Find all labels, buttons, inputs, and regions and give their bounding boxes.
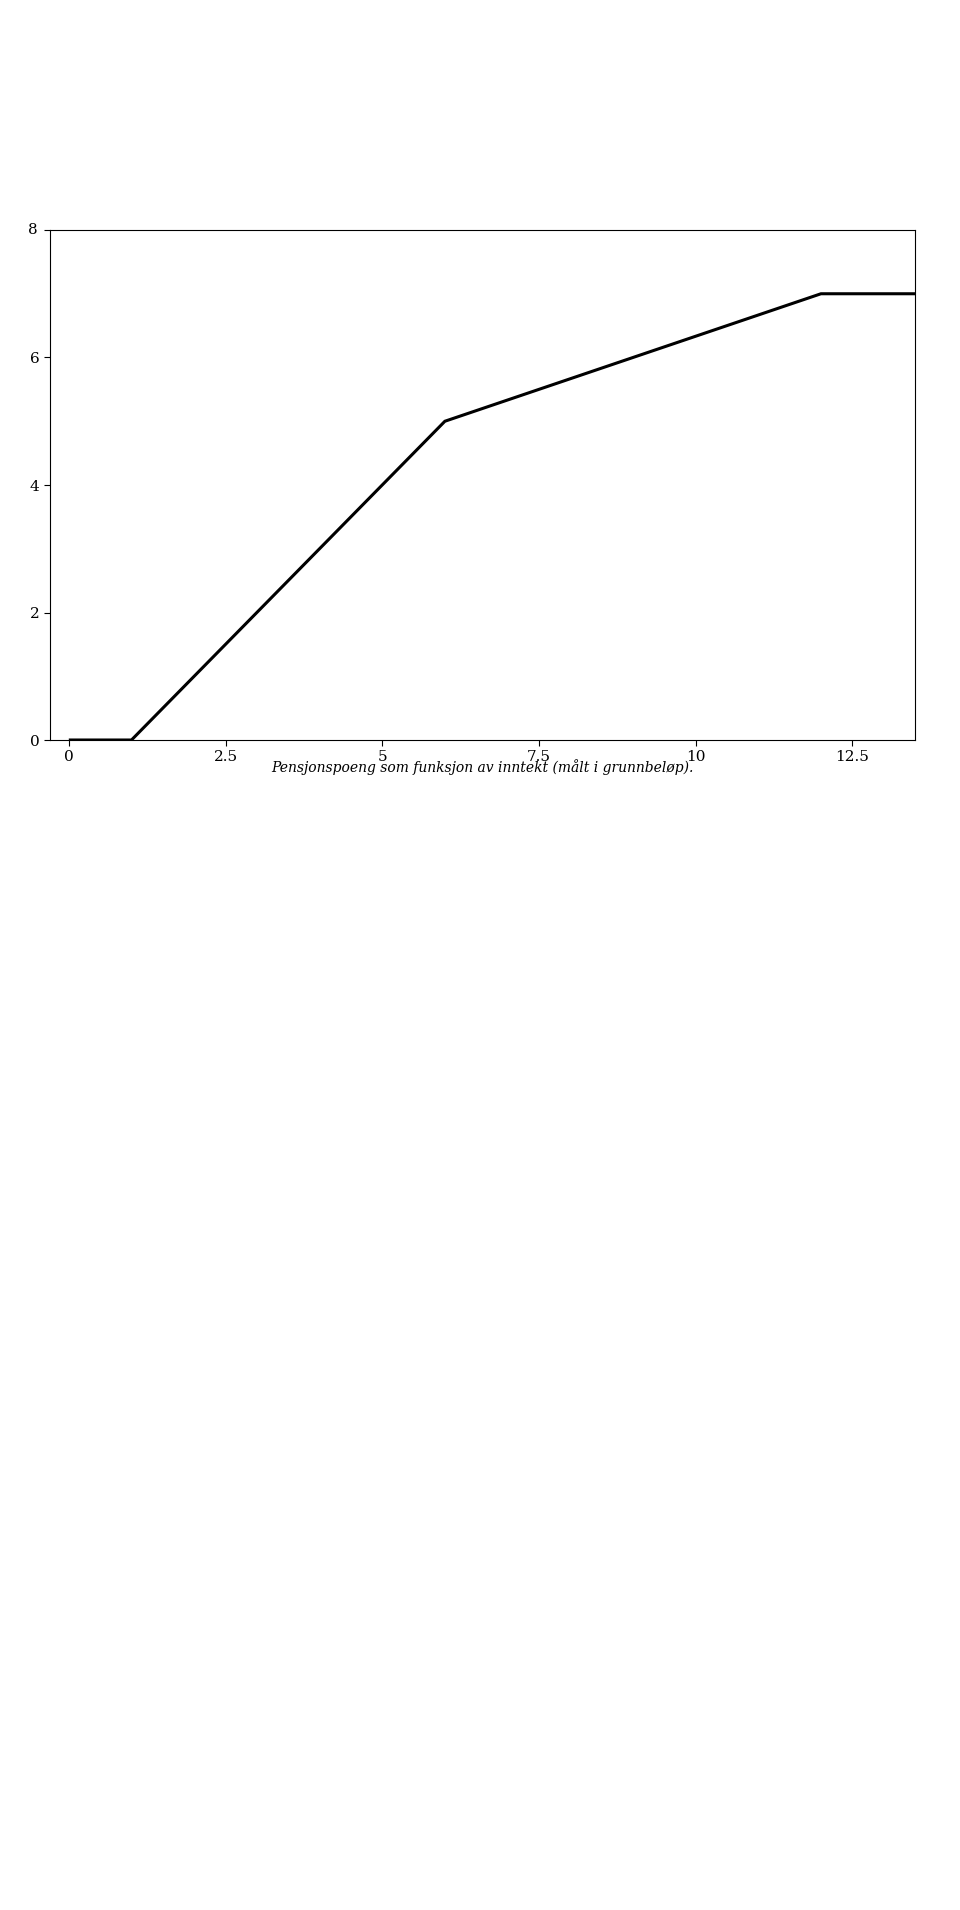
Text: Pensjonspoeng som funksjon av inntekt (målt i grunnbeløp).: Pensjonspoeng som funksjon av inntekt (m… <box>272 758 694 775</box>
Text: 8: 8 <box>28 223 37 237</box>
Text: G: G <box>959 772 960 785</box>
